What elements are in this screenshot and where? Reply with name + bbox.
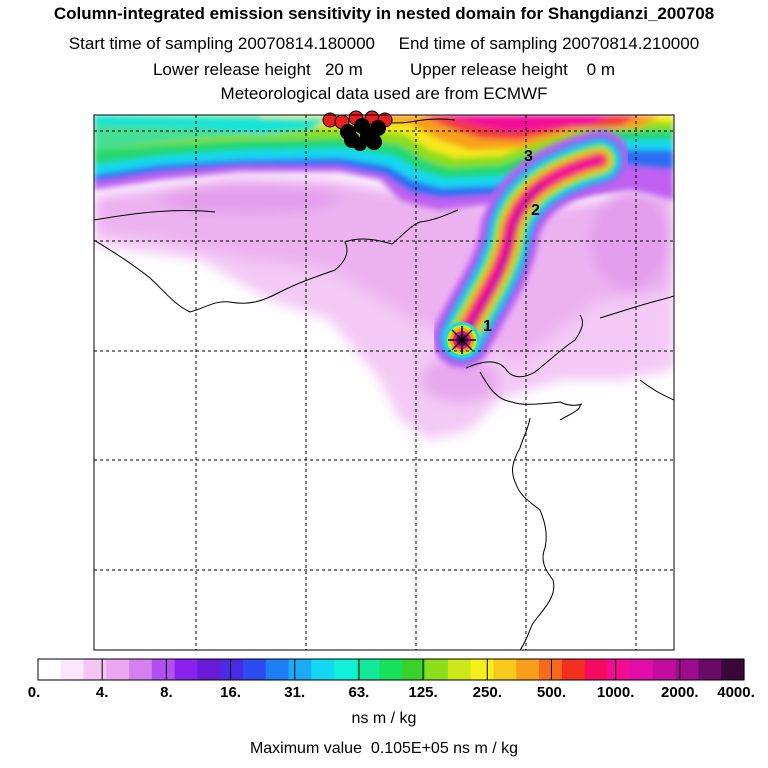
colorbar-cell [242, 659, 267, 680]
colorbar-tick-label: 63. [348, 684, 370, 701]
colorbar-unit-label: ns m / kg [351, 710, 417, 727]
colorbar-cell [607, 659, 631, 680]
colorbar-cell [356, 659, 381, 680]
coastlines [94, 117, 674, 650]
colorbar-cell [425, 659, 449, 680]
colorbar-cell [311, 659, 335, 680]
colorbar-cell [470, 659, 495, 680]
marker-label-2: 2 [531, 202, 540, 219]
colorbar-cell [402, 659, 426, 680]
colorbar-cell [129, 659, 153, 680]
colorbar-cell [151, 659, 176, 680]
colorbar-cell [652, 659, 677, 680]
colorbar-cell [197, 659, 221, 680]
colorbar-cell [561, 659, 586, 680]
colorbar-cell [493, 659, 517, 680]
colorbar-cell [106, 659, 130, 680]
receptor-hotspot [444, 322, 480, 358]
colorbar-tick-label: 16. [220, 684, 241, 701]
colorbar-tick-label: 4000. [717, 684, 755, 701]
colorbar-cell [539, 659, 563, 680]
met-data-line: Meteorological data used are from ECMWF [220, 84, 548, 103]
main-plume [432, 130, 630, 368]
colorbar-cell [516, 659, 540, 680]
colorbar-cell [584, 659, 608, 680]
colorbar-tick-label: 1000. [596, 684, 635, 701]
colorbar-tick-label: 2000. [661, 684, 699, 701]
colorbar-tick-label: 125. [408, 684, 438, 701]
colorbar-tick-label: 8. [160, 684, 173, 701]
colorbar-tick-label: 500. [536, 684, 567, 701]
colorbar-cell [334, 659, 358, 680]
colorbar-cell [60, 659, 85, 680]
colorbar-cell [721, 659, 745, 680]
colorbar-cell [220, 659, 244, 680]
trajectory-cluster-dots [322, 110, 393, 151]
colorbar-cell [630, 659, 654, 680]
sensitivity-field [94, 115, 674, 650]
colorbar-cell [265, 659, 290, 680]
colorbar-tick-label: 0. [27, 684, 41, 701]
colorbar-cell [83, 659, 107, 680]
colorbar-cell [698, 659, 722, 680]
colorbar-tick-label: 31. [284, 684, 306, 701]
colorbar-cell [447, 659, 472, 680]
colorbar-cell [379, 659, 403, 680]
colorbar-frame [37, 658, 745, 681]
colorbar-cell [174, 659, 199, 680]
marker-label-3: 3 [524, 148, 533, 165]
colorbar-tick-label: 250. [472, 684, 502, 701]
colorbar-cell [38, 659, 62, 680]
colorbar-cell [675, 659, 700, 680]
marker-label-1: 1 [483, 318, 492, 335]
colorbar-tick-label: 4. [95, 684, 109, 701]
plot-frame [93, 114, 675, 651]
colorbar [37, 659, 745, 680]
chart-title: Column-integrated emission sensitivity i… [53, 4, 715, 23]
sampling-time-line: Start time of sampling 20070814.180000 E… [68, 34, 700, 53]
max-value-label: Maximum value 0.105E+05 ns m / kg [249, 740, 519, 757]
release-height-line: Lower release height 20 m Upper release … [152, 60, 616, 79]
colorbar-cell [288, 659, 312, 680]
